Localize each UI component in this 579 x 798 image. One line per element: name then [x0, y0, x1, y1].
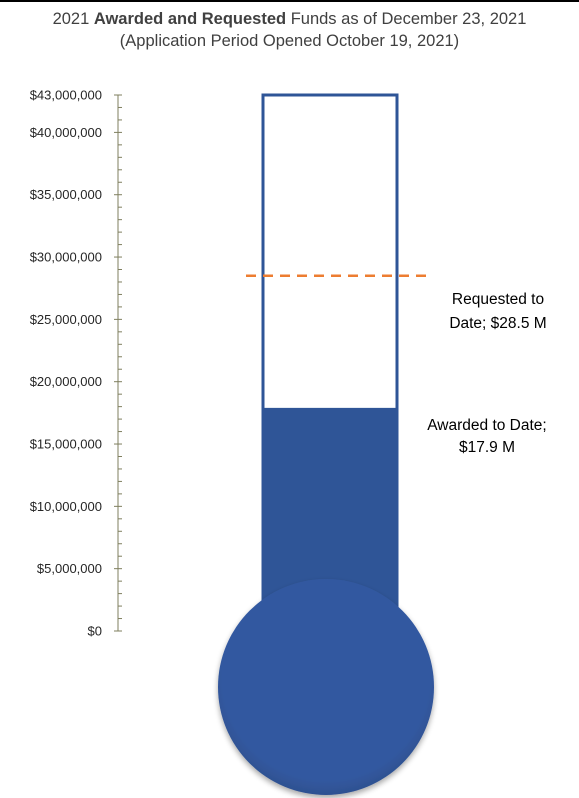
y-tick-label: $25,000,000	[30, 312, 102, 327]
y-tick-label: $30,000,000	[30, 250, 102, 265]
chart-title: 2021 Awarded and Requested Funds as of D…	[0, 8, 579, 30]
y-tick-label: $20,000,000	[30, 374, 102, 389]
y-tick-label: $40,000,000	[30, 125, 102, 140]
y-tick-label: $0	[88, 624, 102, 639]
annotations: Requested to Date; $28.5 M Awarded to Date…	[246, 274, 547, 456]
chart-title-block: 2021 Awarded and Requested Funds as of D…	[0, 8, 579, 52]
y-tick-label: $15,000,000	[30, 437, 102, 452]
thermometer-tube	[218, 93, 434, 795]
y-axis: $0 $5,000,000 $10,000,000 $15,000,000 $20,00…	[30, 88, 122, 639]
requested-label-line: Date; $28.5 M	[449, 315, 546, 332]
awarded-label: Awarded to Date; $17.9 M	[427, 417, 546, 456]
thermometer-bulb	[218, 579, 434, 795]
awarded-label-line: $17.9 M	[459, 439, 515, 456]
requested-label-line: Requested to	[452, 291, 544, 308]
title-prefix: 2021	[52, 10, 94, 28]
top-border	[0, 0, 579, 2]
chart-subtitle: (Application Period Opened October 19, 2…	[119, 32, 460, 50]
y-tick-label: $10,000,000	[30, 499, 102, 514]
title-suffix: Funds as of December 23, 2021	[286, 10, 527, 28]
y-tick-label: $43,000,000	[30, 88, 102, 103]
y-tick-label: $5,000,000	[37, 561, 102, 576]
y-tick-label: $35,000,000	[30, 187, 102, 202]
awarded-label-line: Awarded to Date;	[427, 417, 546, 434]
requested-label: Requested to Date; $28.5 M	[449, 291, 546, 332]
title-bold: Awarded and Requested	[93, 10, 287, 28]
